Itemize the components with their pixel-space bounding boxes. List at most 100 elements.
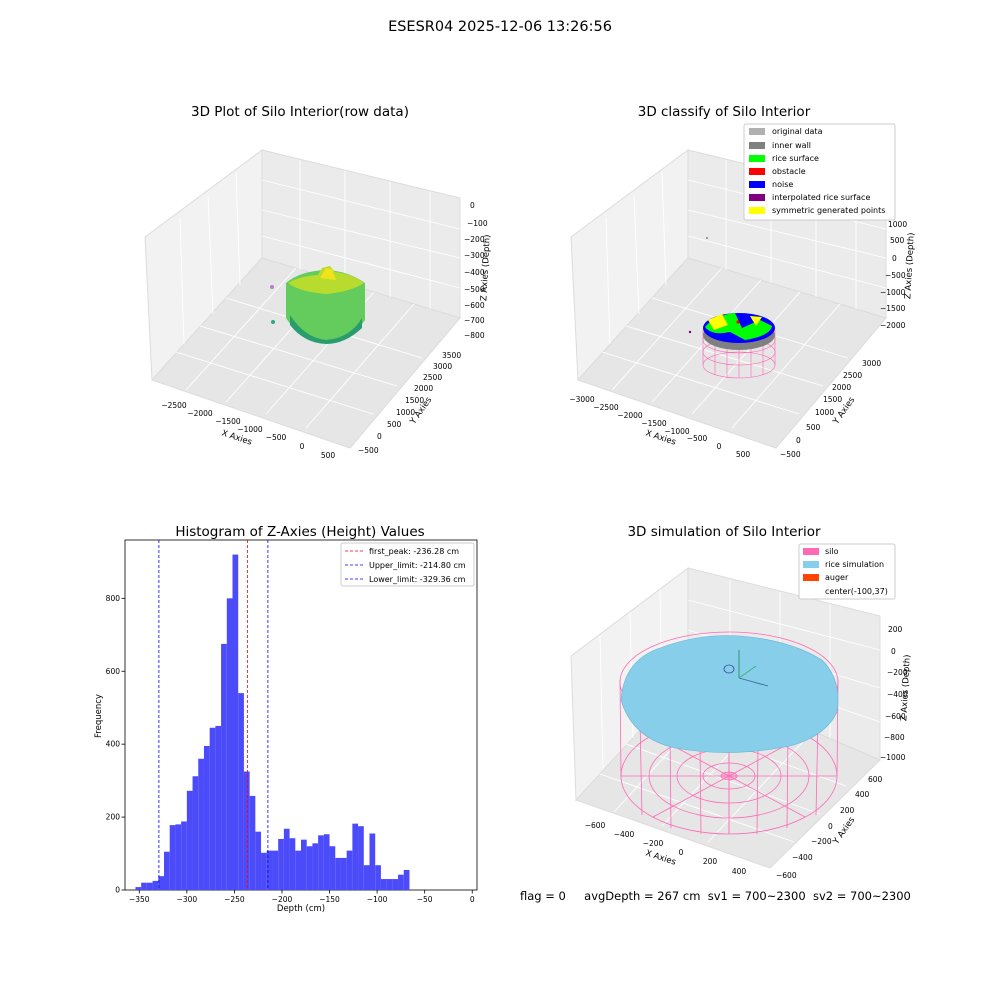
- svg-text:600: 600: [868, 775, 883, 784]
- raw-grid: [175, 160, 461, 429]
- svg-text:−1500: −1500: [880, 304, 906, 313]
- sim-x-label: X Axies: [644, 848, 677, 867]
- histogram-bar: [363, 865, 370, 890]
- histogram-bar: [278, 838, 284, 890]
- svg-text:500: 500: [387, 420, 402, 429]
- x-tick-label: −50: [417, 895, 433, 904]
- histogram-bar: [380, 879, 387, 890]
- histogram-bar: [329, 846, 336, 890]
- svg-text:−200: −200: [464, 235, 485, 244]
- svg-text:−2500: −2500: [161, 401, 187, 410]
- svg-text:1500: 1500: [823, 395, 842, 404]
- histogram-bar: [135, 887, 142, 890]
- status-footer: flag = 0 avgDepth = 267 cm sv1 = 700~230…: [520, 889, 911, 903]
- histogram-bar: [146, 882, 153, 890]
- svg-text:200: 200: [888, 625, 903, 634]
- histogram-bar: [323, 834, 330, 890]
- raw-outlier-point: [271, 320, 275, 324]
- histogram-bar: [272, 850, 279, 890]
- svg-text:2500: 2500: [843, 371, 862, 380]
- svg-text:−800: −800: [464, 331, 485, 340]
- x-tick-label: −150: [319, 895, 340, 904]
- histogram-bar: [335, 857, 341, 890]
- avg-depth-text: avgDepth = 267 cm: [584, 889, 701, 903]
- histogram-reference-lines: [158, 540, 269, 890]
- svg-text:−600: −600: [885, 712, 906, 721]
- svg-text:400: 400: [732, 867, 747, 876]
- classify-x-ticks: −3000−2500−2000 −1500−1000−500 0 500: [569, 395, 750, 459]
- svg-text:−600: −600: [585, 821, 606, 830]
- svg-text:−200: −200: [643, 839, 664, 848]
- sim-rice-surface: [620, 635, 839, 753]
- histogram-legend: first_peak: -236.28 cm Upper_limit: -214…: [340, 542, 475, 587]
- raw-point-cloud-bottom: [290, 315, 362, 344]
- raw-plot-title: 3D Plot of Silo Interior(row data): [191, 104, 409, 120]
- svg-text:0: 0: [828, 822, 833, 831]
- svg-text:0: 0: [891, 647, 896, 656]
- raw-3d-plot: 3D Plot of Silo Interior(row data) 0 −100…: [144, 104, 493, 460]
- histogram-bar: [243, 771, 250, 890]
- classify-3d-plot: 3D classify of Silo Interior: [569, 104, 916, 459]
- svg-text:−2000: −2000: [880, 321, 906, 330]
- x-tick-label: −300: [177, 895, 198, 904]
- histogram-bar: [209, 727, 216, 890]
- histogram-x-ticks: −350 −300 −250 −200 −150 −100 −50 0: [129, 890, 475, 904]
- svg-text:−100: −100: [467, 219, 488, 228]
- histogram-bar: [369, 833, 376, 890]
- classify-plot-title: 3D classify of Silo Interior: [638, 104, 811, 120]
- x-tick-label: 0: [470, 895, 475, 904]
- histogram-y-ticks: 0 200 400 600 800: [106, 594, 125, 895]
- y-tick-label: 200: [106, 813, 121, 822]
- histogram-bar: [266, 850, 273, 890]
- svg-text:500: 500: [321, 451, 336, 460]
- raw-z-ticks: 0 −100 −200 −300 −400 −500 −600 −700 −800: [464, 201, 488, 340]
- y-tick-label: 0: [115, 886, 120, 895]
- flag-text: flag = 0: [520, 889, 566, 903]
- histogram-bar: [226, 598, 233, 890]
- histogram-bar: [192, 776, 199, 890]
- svg-text:1500: 1500: [405, 396, 424, 405]
- svg-text:−500: −500: [358, 446, 379, 455]
- svg-text:−500: −500: [266, 433, 287, 442]
- y-tick-label: 600: [106, 667, 121, 676]
- raw-point-cloud-top: [288, 266, 364, 294]
- raw-outlier-point: [270, 285, 274, 289]
- svg-text:500: 500: [736, 450, 751, 459]
- svg-text:−2000: −2000: [617, 411, 643, 420]
- svg-text:1000: 1000: [396, 408, 415, 417]
- svg-text:0: 0: [717, 442, 722, 451]
- svg-text:center(-100,37): center(-100,37): [825, 587, 888, 596]
- classify-outlier-point: [688, 330, 692, 334]
- svg-text:2500: 2500: [423, 373, 442, 382]
- svg-text:noise: noise: [772, 180, 793, 189]
- svg-text:−400: −400: [792, 853, 813, 862]
- svg-text:obstacle: obstacle: [772, 167, 806, 176]
- svg-text:1000: 1000: [815, 408, 834, 417]
- histogram-y-label: Frequency: [94, 694, 104, 738]
- histogram-bar: [386, 879, 393, 890]
- sv1-text: sv1 = 700~2300: [707, 889, 806, 903]
- svg-text:500: 500: [890, 236, 905, 245]
- histogram-bar: [169, 825, 176, 890]
- legend-first-peak: first_peak: -236.28 cm: [369, 547, 459, 556]
- histogram-bar: [301, 839, 307, 890]
- histogram-bar: [203, 745, 210, 890]
- classify-symmetric-points: [708, 314, 762, 330]
- histogram-bar: [221, 643, 227, 890]
- svg-text:−1000: −1000: [880, 288, 906, 297]
- x-tick-label: −200: [272, 895, 293, 904]
- histogram-bar: [403, 869, 410, 890]
- svg-text:500: 500: [806, 423, 821, 432]
- histogram-bar: [249, 795, 256, 890]
- histogram-bar: [346, 850, 353, 890]
- histogram-bar: [158, 876, 165, 890]
- svg-text:3000: 3000: [862, 359, 881, 368]
- classify-outlier-point: [706, 237, 708, 239]
- histogram-bar: [398, 874, 404, 890]
- svg-text:3000: 3000: [433, 362, 452, 371]
- histogram-bar: [352, 823, 359, 890]
- raw-z-label: Z Axies (Depth): [479, 234, 492, 301]
- histogram-bar: [141, 882, 147, 890]
- svg-text:−700: −700: [464, 316, 485, 325]
- svg-text:−200: −200: [811, 837, 832, 846]
